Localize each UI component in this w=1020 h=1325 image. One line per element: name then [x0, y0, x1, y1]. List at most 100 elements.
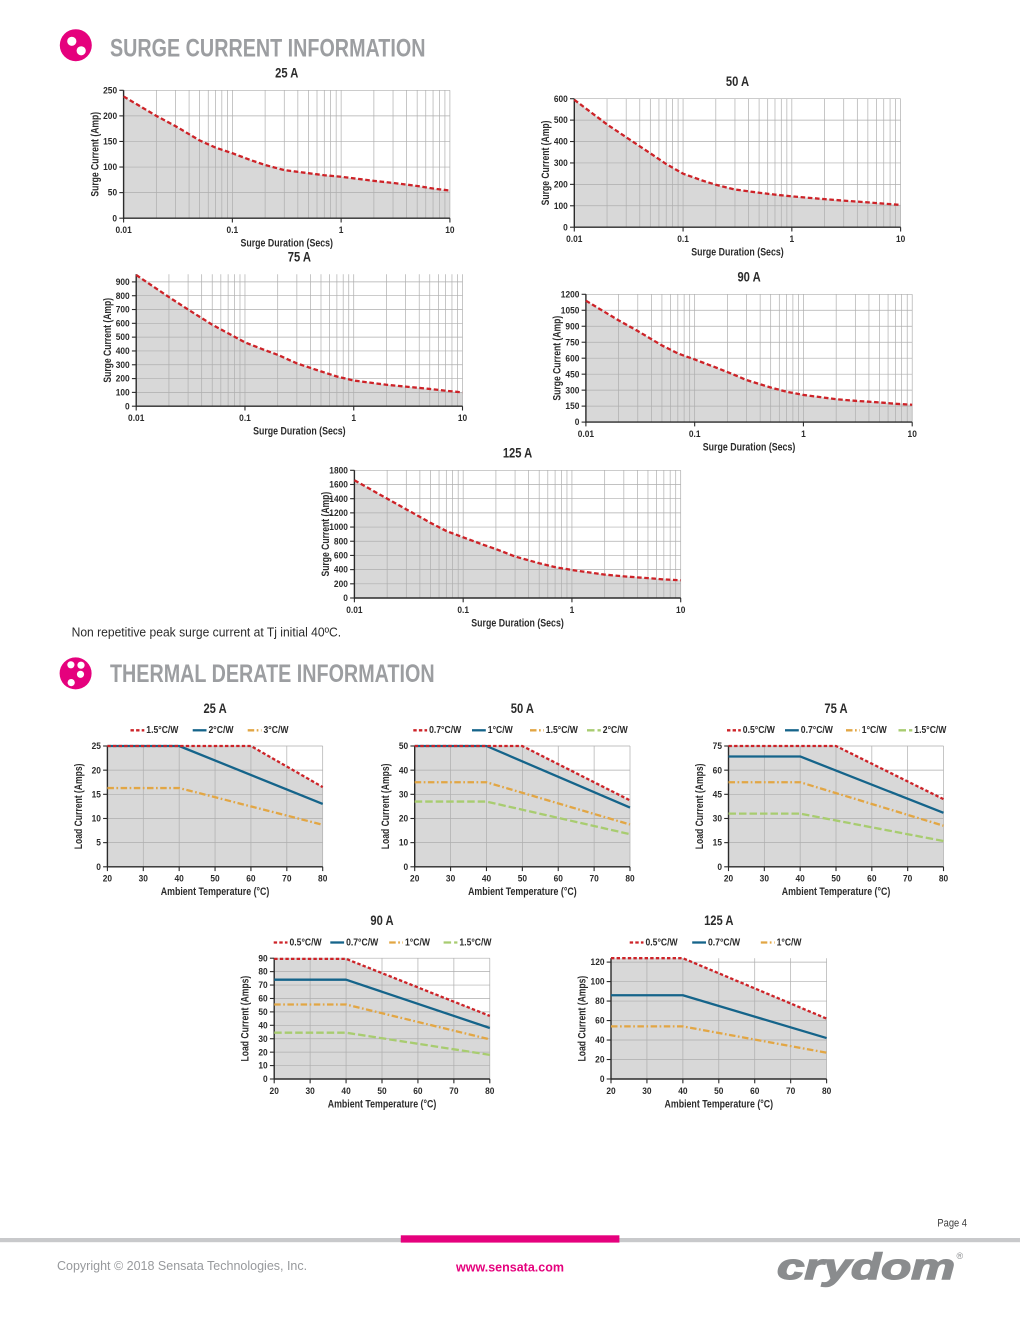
svg-text:150: 150	[103, 136, 117, 146]
svg-text:Surge Current (Amp): Surge Current (Amp)	[320, 492, 332, 577]
svg-text:1200: 1200	[561, 289, 580, 299]
svg-text:200: 200	[554, 179, 568, 189]
svg-text:30: 30	[446, 873, 455, 883]
svg-text:®: ®	[957, 1251, 964, 1261]
svg-text:Ambient Temperature (°C): Ambient Temperature (°C)	[782, 886, 891, 898]
svg-text:10: 10	[676, 605, 685, 615]
svg-text:0: 0	[404, 862, 409, 872]
svg-text:10: 10	[92, 813, 101, 823]
svg-text:Surge Duration (Secs): Surge Duration (Secs)	[241, 238, 333, 250]
svg-text:1°C/W: 1°C/W	[405, 937, 431, 949]
svg-text:0.1: 0.1	[677, 234, 689, 244]
svg-text:Load Current (Amps): Load Current (Amps)	[380, 764, 392, 850]
svg-text:0: 0	[600, 1074, 605, 1084]
svg-text:Ambient Temperature (°C): Ambient Temperature (°C)	[328, 1098, 437, 1110]
svg-text:300: 300	[116, 360, 130, 370]
svg-text:60: 60	[713, 765, 722, 775]
svg-text:1°C/W: 1°C/W	[862, 724, 888, 736]
svg-text:40: 40	[595, 1035, 604, 1045]
svg-text:90: 90	[258, 953, 267, 963]
svg-text:0.1: 0.1	[457, 605, 469, 615]
svg-text:0: 0	[125, 401, 130, 411]
svg-text:50: 50	[518, 873, 527, 883]
svg-text:90 A: 90 A	[370, 913, 393, 928]
svg-text:Load Current (Amps): Load Current (Amps)	[73, 764, 85, 850]
svg-text:70: 70	[258, 980, 267, 990]
svg-text:30: 30	[642, 1086, 651, 1096]
svg-text:200: 200	[334, 579, 348, 589]
svg-text:300: 300	[554, 158, 568, 168]
svg-text:Surge Duration (Secs): Surge Duration (Secs)	[253, 426, 345, 438]
svg-text:0.1: 0.1	[227, 225, 239, 235]
svg-text:700: 700	[116, 304, 130, 314]
svg-text:600: 600	[334, 550, 348, 560]
svg-text:90 A: 90 A	[737, 269, 760, 284]
svg-text:40: 40	[175, 873, 184, 883]
svg-text:0.5°C/W: 0.5°C/W	[290, 937, 323, 949]
svg-text:0.01: 0.01	[115, 225, 131, 235]
svg-text:400: 400	[116, 346, 130, 356]
svg-text:600: 600	[554, 94, 568, 104]
svg-text:0: 0	[343, 593, 348, 603]
svg-text:40: 40	[678, 1086, 687, 1096]
svg-text:0.7°C/W: 0.7°C/W	[708, 937, 741, 949]
svg-text:80: 80	[939, 873, 948, 883]
svg-text:Surge Duration (Secs): Surge Duration (Secs)	[703, 441, 795, 453]
svg-text:20: 20	[410, 873, 419, 883]
svg-text:Load Current (Amps): Load Current (Amps)	[240, 976, 252, 1062]
svg-text:20: 20	[270, 1086, 279, 1096]
svg-text:100: 100	[116, 387, 130, 397]
svg-text:20: 20	[258, 1047, 267, 1057]
svg-text:0.1: 0.1	[689, 429, 701, 439]
svg-text:Load Current (Amps): Load Current (Amps)	[694, 764, 706, 850]
svg-text:40: 40	[796, 873, 805, 883]
svg-text:30: 30	[760, 873, 769, 883]
svg-text:60: 60	[246, 873, 255, 883]
svg-text:80: 80	[625, 873, 634, 883]
svg-text:50: 50	[108, 187, 117, 197]
svg-text:Copyright © 2018 Sensata Techn: Copyright © 2018 Sensata Technologies, I…	[57, 1259, 307, 1273]
svg-text:50: 50	[210, 873, 219, 883]
svg-text:25 A: 25 A	[275, 65, 298, 80]
svg-text:800: 800	[334, 536, 348, 546]
svg-text:0: 0	[96, 862, 101, 872]
svg-text:1°C/W: 1°C/W	[488, 724, 514, 736]
svg-text:Ambient Temperature (°C): Ambient Temperature (°C)	[161, 886, 270, 898]
svg-text:Surge Duration (Secs): Surge Duration (Secs)	[691, 247, 783, 259]
svg-text:80: 80	[318, 873, 327, 883]
svg-text:600: 600	[116, 318, 130, 328]
svg-text:30: 30	[139, 873, 148, 883]
svg-text:200: 200	[116, 373, 130, 383]
svg-text:60: 60	[750, 1086, 759, 1096]
svg-text:80: 80	[822, 1086, 831, 1096]
svg-text:0.01: 0.01	[346, 605, 362, 615]
svg-text:40: 40	[258, 1020, 267, 1030]
svg-text:20: 20	[724, 873, 733, 883]
svg-text:100: 100	[103, 162, 117, 172]
svg-text:50: 50	[258, 1007, 267, 1017]
svg-text:5: 5	[96, 837, 101, 847]
svg-text:1000: 1000	[329, 522, 348, 532]
svg-text:crydom: crydom	[777, 1246, 955, 1287]
svg-text:50: 50	[377, 1086, 386, 1096]
svg-text:120: 120	[591, 957, 605, 967]
svg-text:200: 200	[103, 111, 117, 121]
svg-text:1200: 1200	[329, 508, 348, 518]
svg-text:1: 1	[339, 225, 344, 235]
svg-text:10: 10	[399, 837, 408, 847]
svg-text:70: 70	[786, 1086, 795, 1096]
svg-text:60: 60	[867, 873, 876, 883]
svg-text:1: 1	[351, 413, 356, 423]
svg-text:80: 80	[595, 996, 604, 1006]
svg-text:10: 10	[458, 413, 467, 423]
svg-text:0.5°C/W: 0.5°C/W	[646, 937, 679, 949]
svg-text:0.7°C/W: 0.7°C/W	[429, 724, 462, 736]
svg-text:1800: 1800	[329, 465, 348, 475]
svg-text:10: 10	[908, 429, 917, 439]
svg-text:0: 0	[717, 862, 722, 872]
svg-text:0.5°C/W: 0.5°C/W	[743, 724, 776, 736]
svg-text:1.5°C/W: 1.5°C/W	[459, 937, 492, 949]
svg-text:70: 70	[589, 873, 598, 883]
svg-text:20: 20	[92, 765, 101, 775]
svg-text:400: 400	[554, 136, 568, 146]
